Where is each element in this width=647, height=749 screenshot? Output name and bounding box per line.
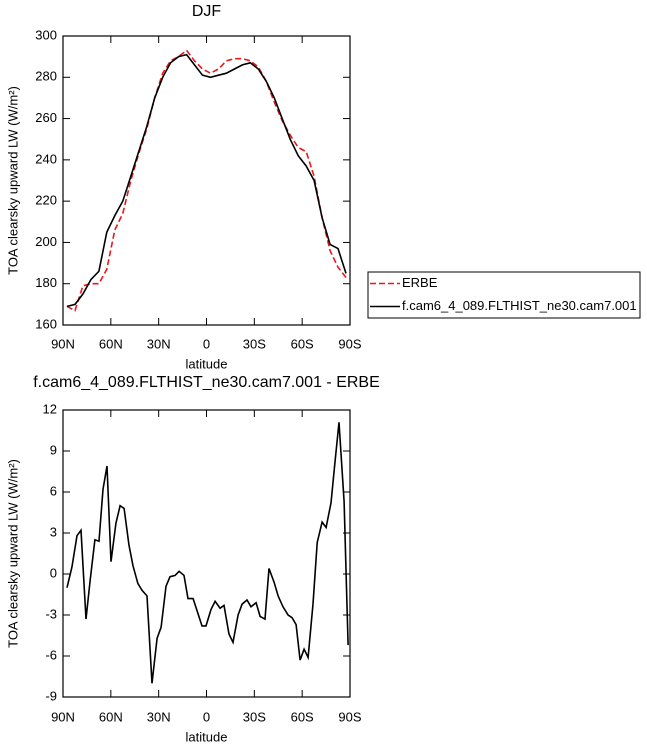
- y-axis-label: TOA clearsky upward LW (W/m²): [5, 86, 20, 275]
- legend-label: ERBE: [402, 275, 438, 290]
- y-tick-label: -9: [45, 688, 57, 703]
- x-tick-label: 30S: [243, 709, 266, 724]
- plot-frame: [62, 35, 351, 326]
- y-tick-label: 12: [43, 401, 57, 416]
- y-tick-label: 240: [35, 151, 57, 166]
- x-tick-label: 30N: [147, 336, 171, 351]
- x-tick-label: 60N: [99, 336, 123, 351]
- x-tick-label: 30N: [147, 709, 171, 724]
- x-tick-label: 60N: [99, 709, 123, 724]
- y-tick-label: -6: [45, 647, 57, 662]
- y-tick-label: -3: [45, 606, 57, 621]
- y-tick-label: 260: [35, 110, 57, 125]
- x-tick-label: 90S: [338, 336, 361, 351]
- data-line: [66, 49, 347, 312]
- x-axis-label: latitude: [186, 729, 228, 744]
- x-tick-label: 60S: [291, 709, 314, 724]
- x-tick-label: 0: [203, 709, 210, 724]
- data-line: [66, 422, 349, 684]
- plot-frame: [62, 409, 351, 698]
- y-tick-label: 300: [35, 27, 57, 42]
- data-line: [66, 53, 347, 308]
- y-tick-label: 200: [35, 234, 57, 249]
- y-tick-label: 280: [35, 69, 57, 84]
- y-tick-label: 9: [50, 442, 57, 457]
- x-tick-label: 0: [203, 336, 210, 351]
- y-tick-label: 6: [50, 483, 57, 498]
- y-tick-label: 160: [35, 316, 57, 331]
- x-tick-label: 60S: [291, 336, 314, 351]
- chart-title: f.cam6_4_089.FLTHIST_ne30.cam7.001 - ERB…: [33, 374, 380, 391]
- y-tick-label: 3: [50, 524, 57, 539]
- y-tick-label: 220: [35, 193, 57, 208]
- x-tick-label: 90N: [51, 336, 75, 351]
- chart-title: DJF: [192, 3, 222, 20]
- y-tick-label: 0: [50, 565, 57, 580]
- y-axis-label: TOA clearsky upward LW (W/m²): [5, 459, 20, 648]
- x-tick-label: 90N: [51, 709, 75, 724]
- x-tick-label: 30S: [243, 336, 266, 351]
- y-tick-label: 180: [35, 275, 57, 290]
- x-axis-label: latitude: [186, 356, 228, 371]
- x-tick-label: 90S: [338, 709, 361, 724]
- legend-label: f.cam6_4_089.FLTHIST_ne30.cam7.001: [402, 298, 637, 313]
- legend-box: [367, 271, 641, 319]
